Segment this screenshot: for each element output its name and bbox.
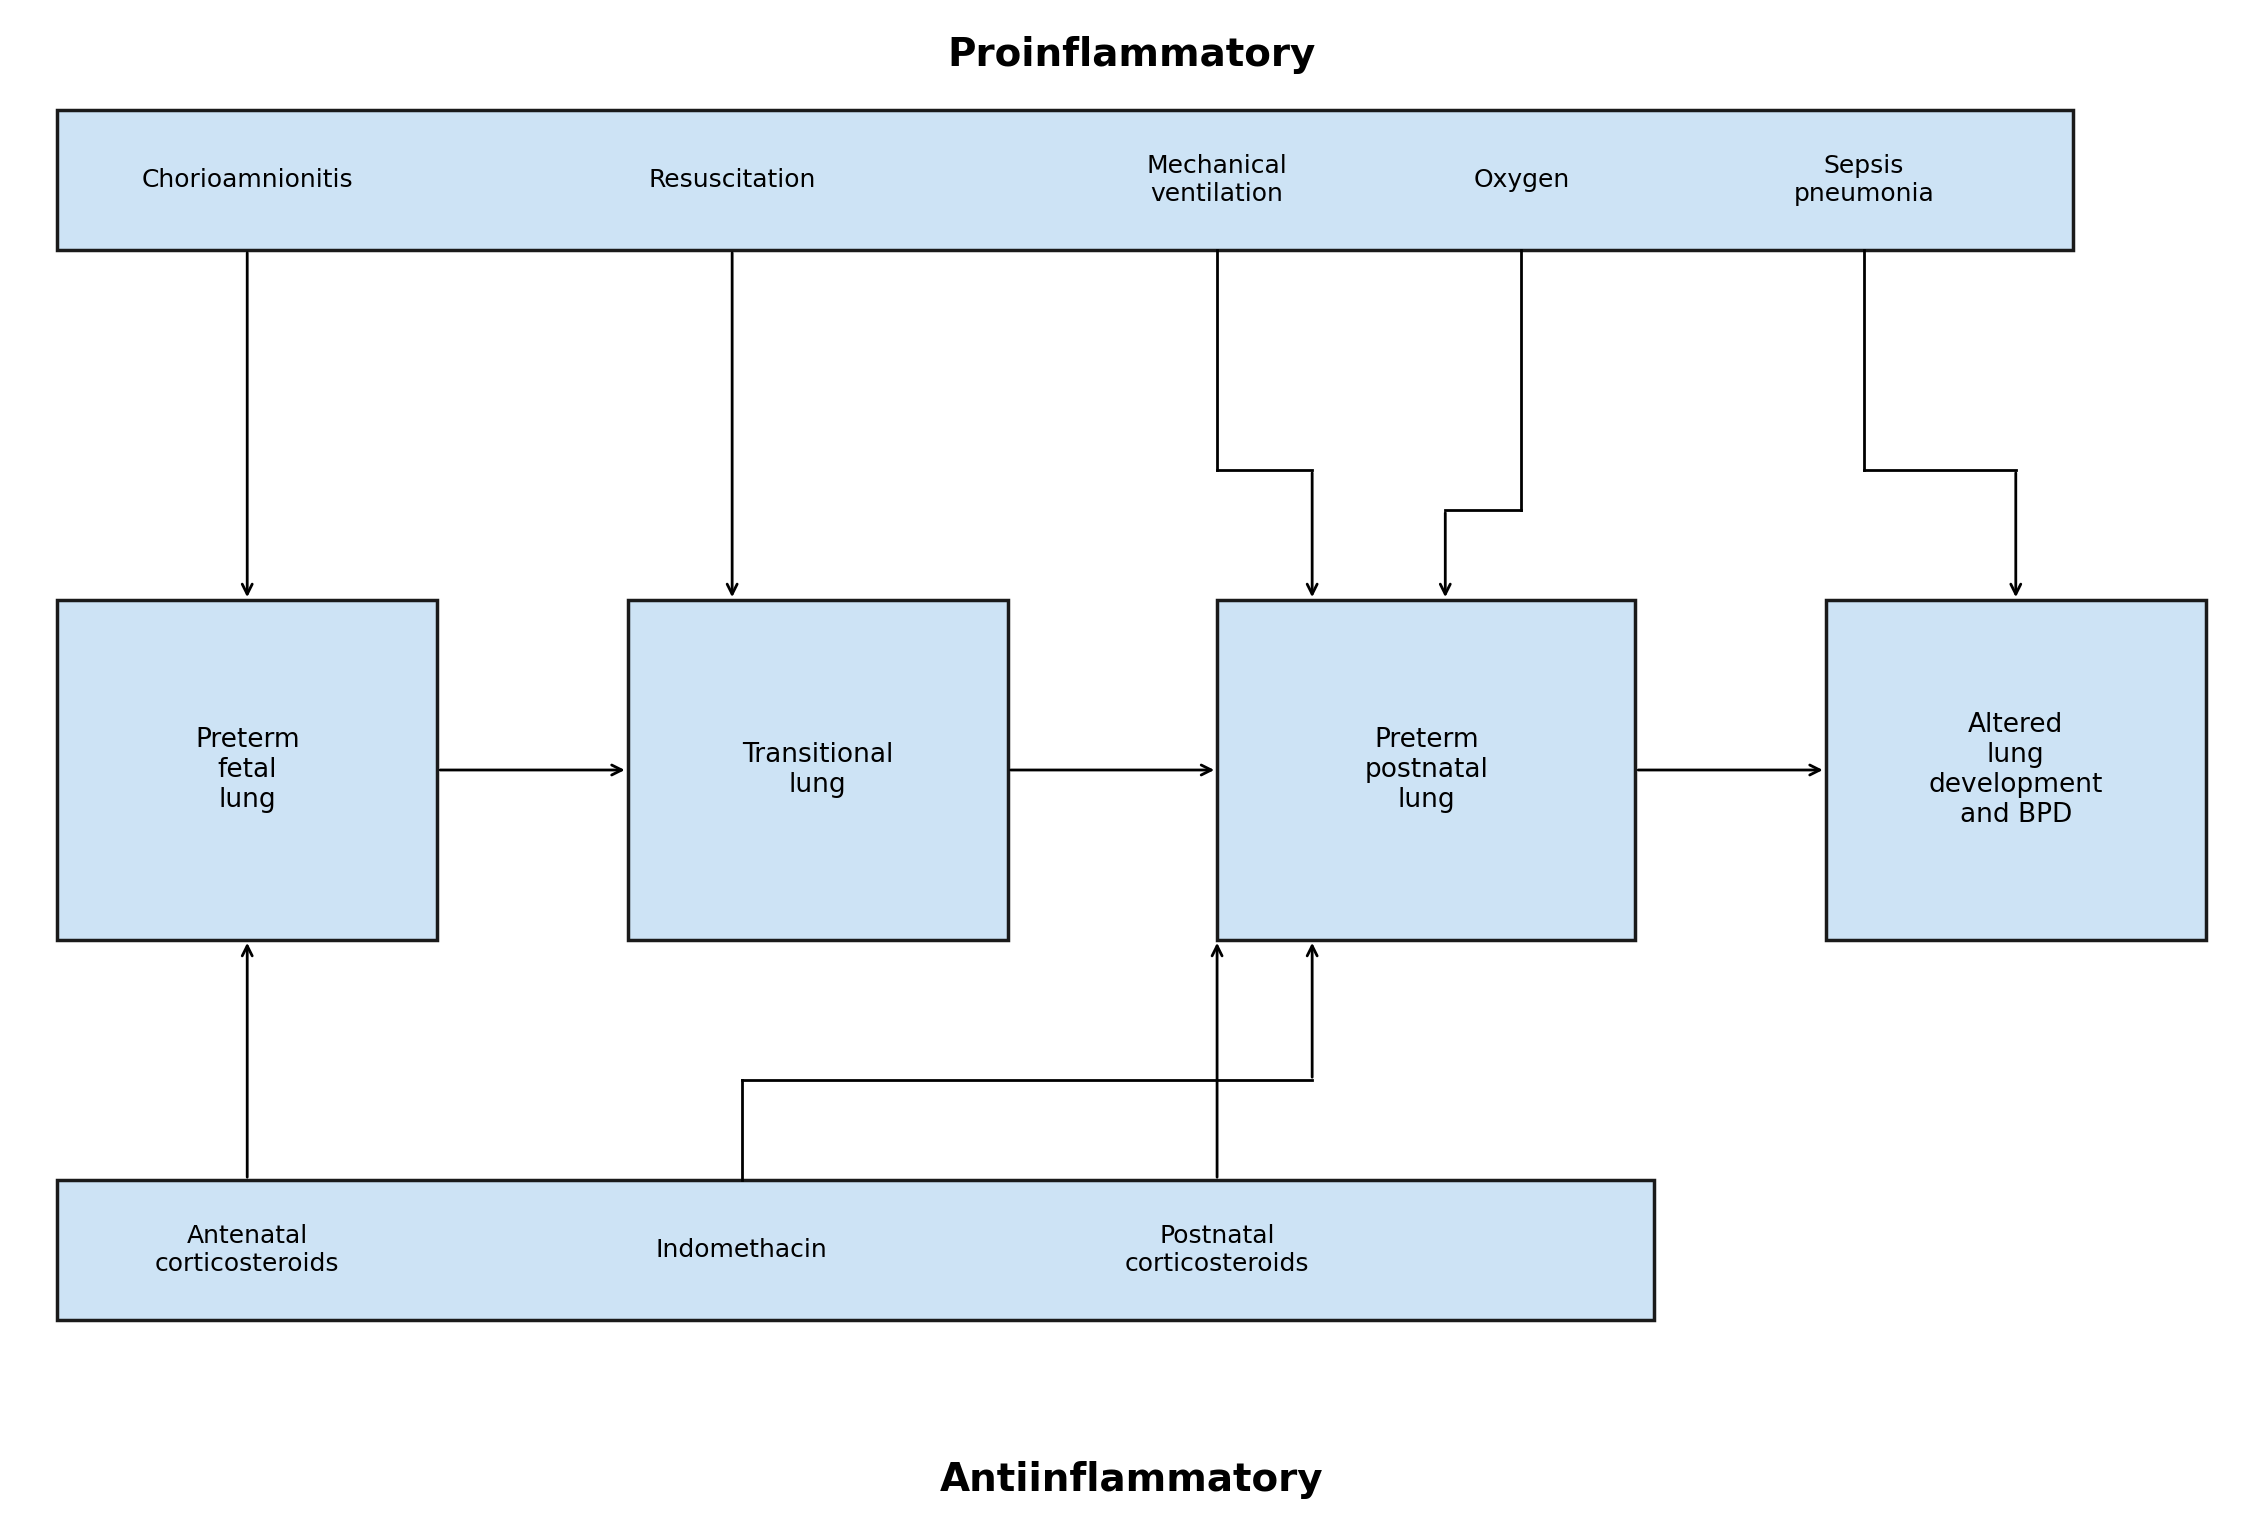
Bar (1826, 601, 2206, 940)
Text: Indomethacin: Indomethacin (656, 1238, 828, 1262)
Text: Mechanical
ventilation: Mechanical ventilation (1147, 154, 1288, 206)
Text: Preterm
postnatal
lung: Preterm postnatal lung (1365, 727, 1489, 813)
Text: Altered
lung
development
and BPD: Altered lung development and BPD (1928, 712, 2102, 828)
Text: Antenatal
corticosteroids: Antenatal corticosteroids (154, 1224, 339, 1276)
Bar (627, 601, 1007, 940)
Text: Preterm
fetal
lung: Preterm fetal lung (195, 727, 299, 813)
Text: Sepsis
pneumonia: Sepsis pneumonia (1792, 154, 1935, 206)
Text: Oxygen: Oxygen (1473, 168, 1571, 193)
Text: Proinflammatory: Proinflammatory (948, 37, 1315, 73)
Text: Postnatal
corticosteroids: Postnatal corticosteroids (1125, 1224, 1310, 1276)
Bar (1217, 601, 1636, 940)
Text: Transitional
lung: Transitional lung (742, 743, 894, 798)
Bar (57, 1180, 1654, 1320)
Bar (57, 110, 2073, 251)
Text: Chorioamnionitis: Chorioamnionitis (140, 168, 353, 193)
Text: Antiinflammatory: Antiinflammatory (939, 1461, 1324, 1499)
Bar (57, 601, 437, 940)
Text: Resuscitation: Resuscitation (649, 168, 817, 193)
